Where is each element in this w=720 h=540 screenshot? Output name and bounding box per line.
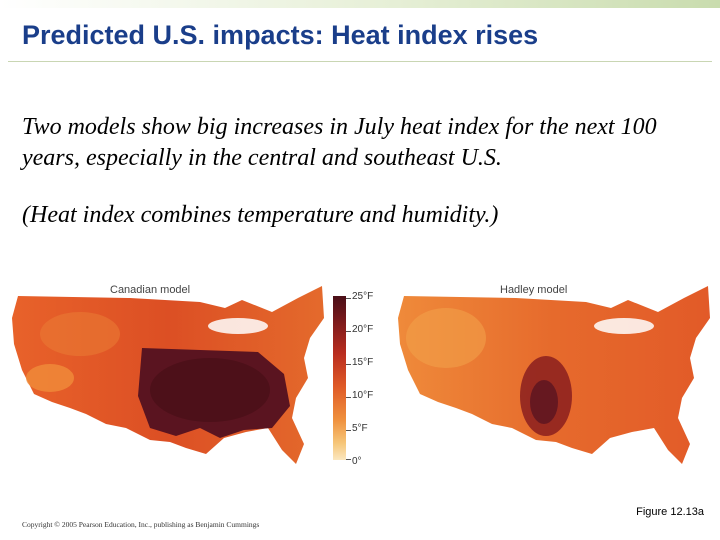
legend-label-20: 20°F: [352, 324, 374, 335]
legend-tick-25: [346, 298, 351, 299]
canadian-model-label: Canadian model: [110, 284, 191, 296]
slide-body: Two models show big increases in July he…: [22, 112, 712, 231]
west-region: [406, 308, 486, 368]
hadley-model-label: Hadley model: [500, 284, 568, 296]
canadian-model-map: Canadian model: [10, 278, 328, 468]
body-paragraph-models: Two models show big increases in July he…: [22, 114, 657, 171]
legend-label-25: 25°F: [352, 291, 374, 302]
hadley-model-map: Hadley model: [396, 278, 714, 468]
slide-title: Predicted U.S. impacts: Heat index rises: [22, 20, 539, 50]
legend-label-0: 0°: [352, 456, 362, 467]
temperature-legend-bar: [333, 296, 346, 460]
legend-label-10: 10°F: [352, 390, 374, 401]
figure-label: Figure 12.13a: [636, 506, 704, 518]
legend-tick-0: [346, 459, 351, 460]
copyright-notice: Copyright © 2005 Pearson Education, Inc.…: [22, 520, 260, 529]
body-paragraph-definition: (Heat index combines temperature and hum…: [22, 202, 499, 228]
interior-west-region: [40, 312, 120, 356]
west-coast-region: [26, 364, 74, 392]
legend-label-15: 15°F: [352, 357, 374, 368]
central-hotspot-core: [530, 380, 558, 424]
top-decorative-band: [0, 0, 720, 8]
legend-tick-15: [346, 364, 351, 365]
legend-tick-10: [346, 397, 351, 398]
title-divider: [8, 61, 712, 62]
great-lakes: [594, 318, 654, 334]
legend-tick-5: [346, 430, 351, 431]
legend-label-5: 5°F: [352, 423, 368, 434]
hadley-model-map-graphic: [398, 286, 710, 464]
legend-tick-20: [346, 331, 351, 332]
hotspot-core: [150, 358, 270, 422]
great-lakes: [208, 318, 268, 334]
canadian-model-map-graphic: [12, 286, 324, 464]
